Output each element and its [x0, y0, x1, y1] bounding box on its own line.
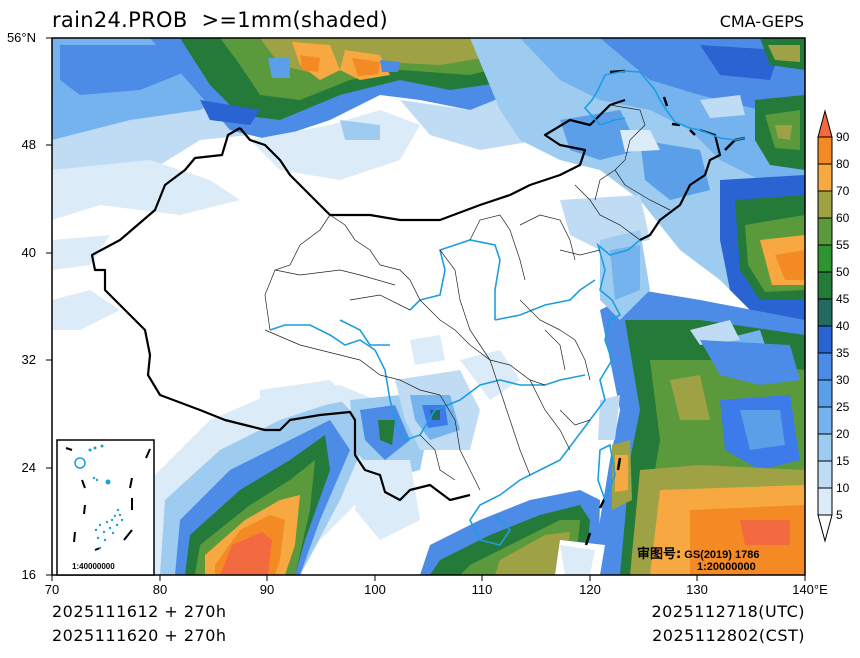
colorbar-label-80: 80 [836, 157, 850, 171]
lat-label-24: 24 [21, 460, 36, 475]
lat-label-48: 48 [21, 137, 36, 152]
lon-label-140: 140°E [792, 582, 828, 597]
colorbar-label-15: 15 [836, 454, 850, 468]
lon-label-100: 100 [364, 582, 386, 597]
lon-label-80: 80 [152, 582, 168, 597]
colorbar-label-40: 40 [836, 319, 850, 333]
model-source-label: CMA-GEPS [719, 12, 804, 31]
colorbar-label-35: 35 [836, 346, 850, 360]
colorbar [817, 109, 833, 543]
lat-label-56: 56°N [6, 30, 36, 45]
init-time-utc: 2025111612 + 270h [52, 602, 227, 621]
axis-ticks [46, 37, 806, 581]
colorbar-label-50: 50 [836, 265, 850, 279]
valid-time-utc: 2025112718(UTC) [651, 602, 805, 621]
main-map-scale: 1:20000000 [697, 561, 756, 573]
precip-probability-field [52, 38, 805, 575]
colorbar-label-5: 5 [836, 508, 843, 522]
colorbar-label-25: 25 [836, 400, 850, 414]
lat-label-40: 40 [21, 245, 36, 260]
national-border-lines [90, 98, 722, 502]
chart-title: rain24.PROB >=1mm(shaded) [52, 8, 388, 32]
lat-label-16: 16 [21, 567, 36, 582]
lon-label-120: 120 [579, 582, 601, 597]
colorbar-label-20: 20 [836, 427, 850, 441]
lon-label-130: 130 [686, 582, 708, 597]
lon-label-90: 90 [259, 582, 275, 597]
approval-label: 审图号: [637, 547, 682, 562]
map-approval-number: 审图号: GS(2019) 1786 [637, 543, 759, 562]
colorbar-label-45: 45 [836, 292, 850, 306]
colorbar-label-55: 55 [836, 238, 850, 252]
map-frame [51, 37, 806, 576]
colorbar-label-70: 70 [836, 184, 850, 198]
lat-label-32: 32 [21, 352, 36, 367]
lon-label-70: 70 [44, 582, 60, 597]
colorbar-label-30: 30 [836, 373, 850, 387]
colorbar-label-90: 90 [836, 130, 850, 144]
south-china-sea-inset [56, 439, 155, 576]
valid-time-cst: 2025112802(CST) [652, 626, 805, 645]
init-time-cst: 2025111620 + 270h [52, 626, 227, 645]
colorbar-label-60: 60 [836, 211, 850, 225]
approval-code: GS(2019) 1786 [681, 549, 760, 561]
coastline-and-rivers [269, 70, 746, 546]
lon-label-110: 110 [471, 582, 493, 597]
colorbar-label-10: 10 [836, 481, 850, 495]
provincial-border-lines [264, 104, 671, 491]
inset-map-scale: 1:40000000 [72, 562, 115, 571]
